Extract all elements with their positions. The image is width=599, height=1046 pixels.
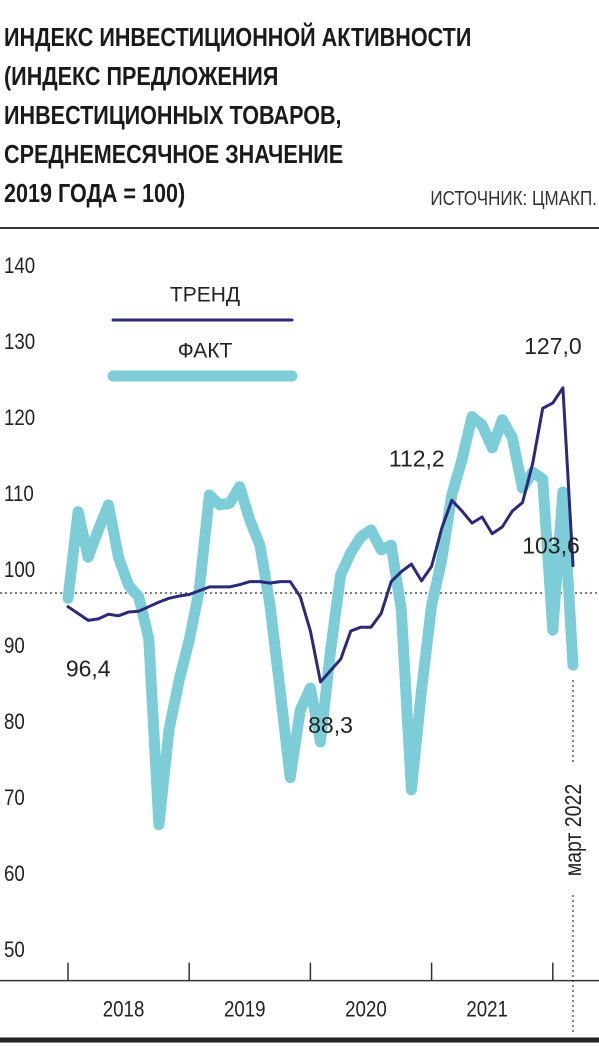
- y-tick-label: 60: [4, 862, 25, 886]
- x-tick-label: 2018: [103, 998, 145, 1022]
- y-tick-label: 100: [4, 558, 35, 582]
- line-series: [66, 386, 575, 684]
- y-tick-label: 110: [4, 482, 34, 506]
- value-label: 112,2: [389, 445, 445, 471]
- value-label: 96,4: [66, 655, 111, 681]
- value-label: 127,0: [524, 333, 582, 359]
- y-tick-label: 130: [4, 330, 35, 354]
- x-tick-label: 2019: [224, 998, 266, 1022]
- legend-label: ТРЕНД: [170, 284, 240, 307]
- x-tick-label: 2021: [466, 998, 508, 1022]
- y-tick-label: 80: [4, 710, 25, 734]
- source-note: ИСТОЧНИК: ЦМАКП.: [430, 188, 597, 210]
- y-tick-label: 70: [4, 786, 25, 810]
- value-label: 103,6: [522, 533, 580, 559]
- y-tick-label: 90: [4, 634, 25, 658]
- annotation-bg: [561, 765, 589, 895]
- line-series: [62, 411, 579, 831]
- y-tick-label: 50: [4, 938, 25, 962]
- x-tick-label: 2020: [345, 998, 387, 1022]
- value-label: 88,3: [308, 712, 353, 738]
- chart-title: ИНДЕКС ИНВЕСТИЦИОННОЙ АКТИВНОСТИ (ИНДЕКС…: [4, 22, 472, 208]
- annotation: март 2022: [561, 784, 587, 877]
- y-tick-label: 140: [4, 254, 35, 278]
- y-tick-label: 120: [4, 406, 35, 430]
- legend-label: ФАКТ: [178, 340, 233, 363]
